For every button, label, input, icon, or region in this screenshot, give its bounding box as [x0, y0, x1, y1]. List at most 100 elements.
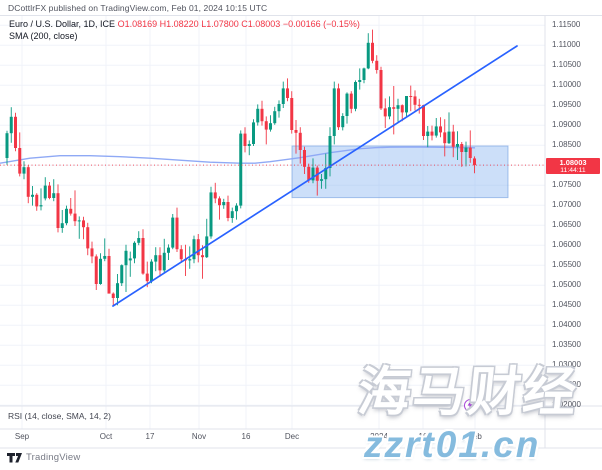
candle-body [94, 256, 98, 284]
event-alert-dot [473, 398, 478, 403]
candle-body [443, 132, 447, 144]
candle-body [192, 239, 196, 260]
ohlc-close-label: C [241, 19, 248, 29]
tradingview-footer[interactable]: TradingView [7, 452, 80, 463]
candle-body [417, 104, 421, 106]
candle-body [222, 202, 226, 206]
candle-body [179, 249, 183, 260]
candle-body [396, 105, 400, 109]
candle-body [260, 108, 264, 122]
candle-body [422, 105, 425, 136]
candle-body [5, 133, 9, 158]
candle-body [171, 217, 175, 248]
ohlc-open-label: O [117, 19, 125, 29]
candle-body [239, 133, 243, 206]
candle-body [230, 211, 234, 218]
candle-body [201, 255, 204, 258]
candle-body [133, 242, 136, 259]
price-tick-label: 1.03000 [552, 360, 581, 370]
candle-body [120, 265, 124, 284]
candle-body [154, 255, 158, 262]
ohlc-low-label: L [201, 19, 207, 29]
candle-body [90, 248, 94, 257]
price-tick-label: 1.05500 [552, 260, 581, 270]
current-price-tag: 1.08003 11:44:11 [546, 158, 600, 174]
candle-body [456, 144, 459, 147]
candle-body [18, 148, 22, 174]
candle-body [188, 259, 192, 261]
candle-body [358, 80, 362, 82]
candle-body [451, 131, 455, 147]
candle-body [447, 131, 451, 144]
candle-body [320, 179, 323, 181]
candle-body [52, 193, 56, 198]
candle-body [9, 116, 13, 134]
candle-body [252, 122, 255, 144]
candle-body [99, 258, 102, 284]
candle-body [371, 42, 374, 61]
price-tick-label: 1.09000 [552, 120, 581, 130]
candle-body [264, 121, 268, 130]
candle-body [60, 223, 64, 228]
watermark-url: zzrt01.cn [364, 424, 541, 465]
time-tick-label: Sep [14, 432, 30, 441]
candle-body [409, 96, 413, 97]
lightning-bolt-icon [467, 400, 473, 410]
candle-body [349, 93, 353, 109]
price-axis[interactable]: 1.11500 1.11000 1.10500 1.10000 1.09500 1.090… [545, 0, 602, 470]
candle-body [273, 111, 277, 124]
candle-body [379, 70, 383, 109]
ohlc-open-value: 1.08169 [124, 19, 158, 29]
candle-body [73, 213, 77, 222]
economic-event-icon[interactable] [464, 398, 478, 412]
candle-body [400, 105, 404, 113]
candle-body [281, 88, 285, 104]
candle-body [413, 96, 417, 105]
ohlc-high-label: H [159, 19, 167, 29]
price-tick-label: 1.10000 [552, 80, 581, 90]
candle-body [145, 273, 149, 282]
current-price-value: 1.08003 [559, 158, 587, 167]
candle-body [366, 42, 370, 69]
watermark-title: 海马财经 [354, 363, 582, 422]
tradingview-brand-text: TradingView [26, 452, 81, 463]
candle-body [341, 116, 345, 128]
candle-body [337, 88, 340, 128]
candle-body [137, 238, 141, 243]
time-tick-label: 17 [145, 432, 155, 441]
candle-body [175, 217, 179, 250]
price-tick-label: 1.10500 [552, 60, 581, 70]
price-tick-label: 1.06500 [552, 220, 581, 230]
candle-body [332, 88, 336, 136]
candle-body [298, 132, 302, 150]
symbol-legend-row[interactable]: Euro / U.S. Dollar, 1D, ICE O1.08169 H1.… [9, 19, 360, 29]
candle-body [14, 116, 17, 148]
candle-body [218, 198, 221, 206]
candle-body [213, 192, 217, 199]
candle-body [209, 192, 213, 237]
publisher-line: DCottlrFX published on TradingView.com, … [8, 3, 268, 13]
price-tick-label: 1.06000 [552, 240, 581, 250]
change-value: −0.00166 (−0.15%) [282, 19, 360, 29]
price-tick-label: 1.09500 [552, 100, 581, 110]
price-tick-label: 1.04000 [552, 320, 581, 330]
candle-body [158, 255, 162, 271]
candle-body [460, 144, 464, 152]
price-tick-label: 1.04500 [552, 300, 581, 310]
candle-body [434, 126, 438, 136]
time-tick-label: 2024 [370, 432, 388, 441]
trendline[interactable] [112, 45, 518, 307]
candle-body [375, 60, 379, 70]
candle-body [243, 133, 247, 146]
candle-body [26, 167, 30, 197]
candle-body [226, 202, 230, 218]
rsi-pane-label[interactable]: RSI (14, close, SMA, 14, 2) [8, 411, 111, 421]
candle-body [22, 167, 26, 174]
support-zone-box[interactable] [291, 145, 509, 199]
candle-body [303, 150, 306, 167]
candle-body [82, 220, 85, 228]
candle-body [103, 256, 107, 259]
candle-body [116, 283, 119, 298]
sma-indicator-row[interactable]: SMA (200, close) [9, 31, 360, 41]
